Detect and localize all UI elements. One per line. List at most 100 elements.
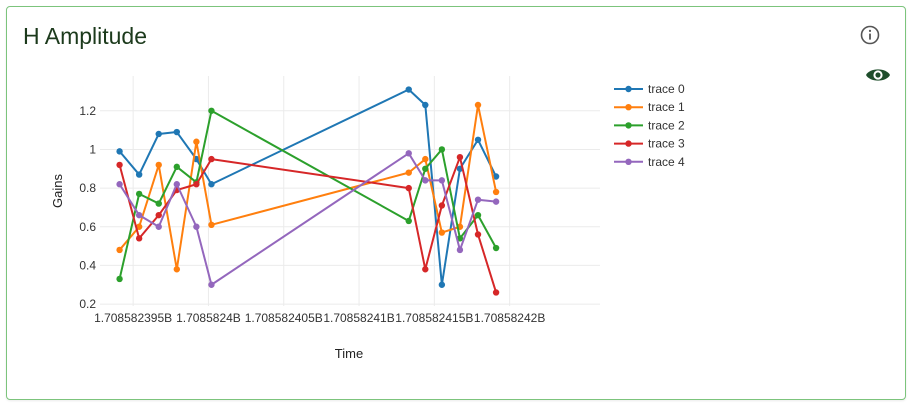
series-trace-1 (116, 101, 500, 273)
data-point[interactable] (173, 266, 181, 273)
data-point[interactable] (492, 198, 500, 205)
chart-legend: trace 0 trace 1 trace 2 trace 3 trace 4 (614, 82, 685, 169)
y-axis-title: Gains (50, 174, 65, 208)
data-point[interactable] (155, 223, 162, 230)
data-point[interactable] (492, 289, 500, 296)
series-line (118, 152, 497, 286)
x-tick-label: 1.708582415B (395, 311, 473, 325)
series-line (118, 103, 498, 271)
data-point[interactable] (135, 211, 143, 219)
series-line (118, 156, 498, 293)
legend-item[interactable]: trace 0 (614, 82, 685, 96)
series-trace-3 (116, 153, 500, 296)
x-tick-label: 1.70858242B (474, 311, 545, 325)
data-point[interactable] (474, 211, 482, 219)
legend-label: trace 1 (648, 100, 685, 114)
data-point[interactable] (173, 181, 181, 188)
data-point[interactable] (492, 188, 500, 196)
data-point[interactable] (474, 136, 482, 143)
data-point[interactable] (438, 177, 446, 184)
data-point[interactable] (208, 281, 215, 288)
x-tick-label: 1.708582395B (94, 311, 172, 325)
data-point[interactable] (474, 196, 482, 203)
y-tick-label: 1 (89, 142, 96, 156)
data-point[interactable] (208, 107, 215, 114)
data-point[interactable] (474, 231, 482, 238)
data-point[interactable] (135, 223, 143, 230)
x-axis-title: Time (335, 346, 363, 361)
data-point[interactable] (405, 150, 412, 157)
data-point[interactable] (135, 190, 143, 198)
data-point[interactable] (116, 161, 123, 169)
x-tick-label: 1.7085824B (176, 311, 241, 325)
data-point[interactable] (405, 86, 412, 93)
data-point[interactable] (116, 275, 123, 283)
data-point[interactable] (405, 217, 412, 225)
data-point[interactable] (155, 200, 162, 207)
y-tick-label: 0.4 (79, 258, 96, 272)
card-title: H Amplitude (23, 23, 148, 49)
legend-label: trace 0 (648, 82, 685, 96)
data-point[interactable] (422, 165, 429, 172)
data-point[interactable] (438, 281, 446, 288)
legend-item[interactable]: trace 2 (614, 118, 685, 132)
data-point[interactable] (155, 161, 162, 169)
series-line (118, 88, 497, 286)
data-point[interactable] (208, 181, 215, 188)
data-point[interactable] (422, 155, 429, 163)
data-point[interactable] (135, 171, 143, 178)
info-icon[interactable] (859, 24, 881, 46)
y-tick-label: 0.6 (79, 220, 96, 234)
series-trace-4 (116, 150, 500, 288)
data-point[interactable] (474, 101, 482, 109)
data-point[interactable] (422, 101, 429, 109)
legend-marker (625, 122, 632, 129)
y-tick-label: 1.2 (79, 104, 96, 118)
legend-marker (625, 140, 632, 147)
y-tick-label: 0.8 (79, 181, 96, 195)
data-point[interactable] (135, 235, 143, 242)
data-point[interactable] (193, 181, 200, 188)
data-point[interactable] (438, 146, 446, 153)
data-point[interactable] (492, 173, 500, 180)
data-point[interactable] (116, 246, 123, 254)
data-point[interactable] (405, 184, 412, 192)
chart-axes: 1.708582395B 1.7085824B 1.708582405B 1.7085… (79, 104, 545, 325)
data-point[interactable] (456, 246, 464, 254)
legend-label: trace 4 (648, 155, 685, 169)
chart-series (116, 86, 500, 296)
data-point[interactable] (438, 229, 446, 236)
data-point[interactable] (116, 181, 123, 188)
data-point[interactable] (155, 130, 162, 138)
legend-item[interactable]: trace 4 (614, 155, 685, 169)
data-point[interactable] (173, 128, 181, 136)
data-point[interactable] (208, 155, 215, 163)
y-tick-label: 0.2 (79, 297, 96, 311)
eye-icon[interactable] (865, 65, 891, 85)
data-point[interactable] (173, 163, 181, 171)
legend-item[interactable]: trace 3 (614, 137, 685, 151)
data-point[interactable] (422, 177, 429, 184)
data-point[interactable] (438, 202, 446, 209)
legend-marker (625, 158, 632, 165)
data-point[interactable] (155, 211, 162, 219)
legend-marker (625, 85, 632, 93)
data-point[interactable] (405, 169, 412, 176)
x-tick-label: 1.708582405B (245, 311, 323, 325)
legend-item[interactable]: trace 1 (614, 100, 685, 114)
data-point[interactable] (116, 148, 123, 155)
data-point[interactable] (193, 138, 200, 145)
data-point[interactable] (492, 244, 500, 252)
legend-label: trace 2 (648, 118, 685, 132)
data-point[interactable] (456, 153, 464, 161)
series-trace-2 (116, 107, 500, 283)
data-point[interactable] (193, 223, 200, 230)
legend-marker (625, 104, 632, 111)
data-point[interactable] (208, 221, 215, 229)
x-tick-label: 1.70858241B (323, 311, 394, 325)
legend-label: trace 3 (648, 137, 685, 151)
series-line (118, 109, 497, 280)
series-trace-0 (116, 86, 500, 288)
data-point[interactable] (422, 266, 429, 273)
